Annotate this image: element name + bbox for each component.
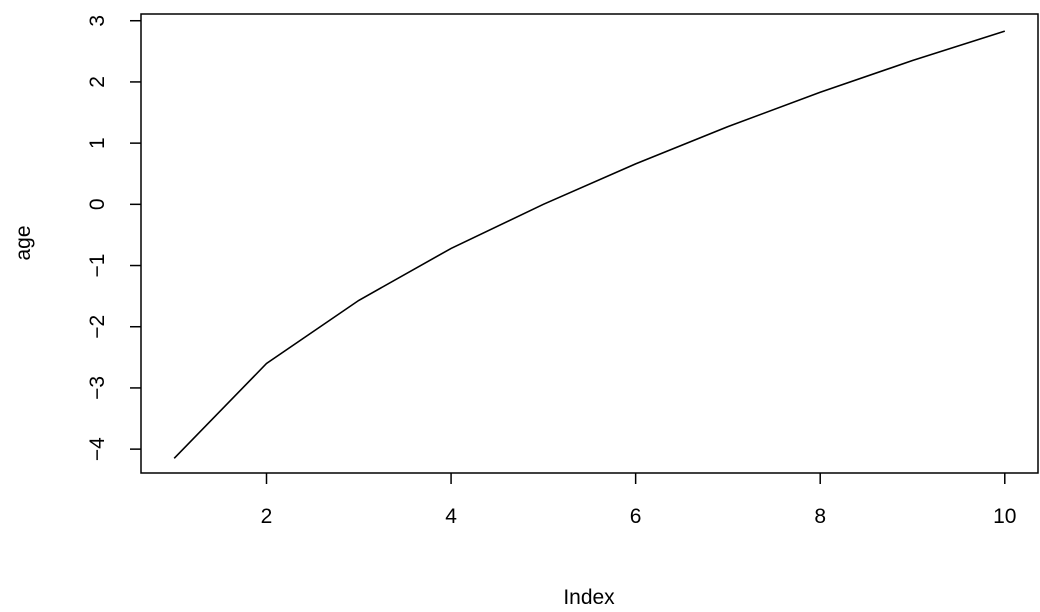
y-tick-label: 0 [86, 198, 109, 210]
x-axis: 2 4 6 8 10 [261, 473, 1016, 528]
y-tick-label: 1 [86, 137, 109, 149]
y-axis-title: age [12, 225, 35, 260]
x-axis-title: Index [563, 586, 615, 609]
y-tick-label: 3 [86, 15, 109, 27]
y-tick-label: −3 [86, 376, 109, 400]
y-tick-label: 2 [86, 76, 109, 88]
plot-frame [140, 13, 1039, 474]
x-tick-label: 10 [993, 505, 1016, 528]
x-tick-label: 4 [445, 505, 457, 528]
y-tick-label: −4 [86, 437, 109, 461]
series-line [173, 30, 1006, 459]
x-tick-label: 2 [261, 505, 273, 528]
y-axis: −4 −3 −2 −1 0 1 2 3 [86, 15, 141, 461]
x-tick-label: 6 [630, 505, 642, 528]
y-tick-label: −1 [86, 254, 109, 278]
x-tick-label: 8 [814, 505, 826, 528]
y-tick-label: −2 [86, 315, 109, 339]
